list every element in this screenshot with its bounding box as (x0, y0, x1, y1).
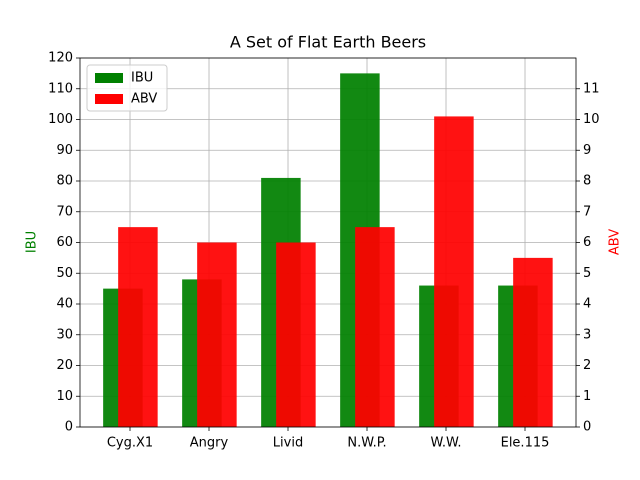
bar (276, 242, 316, 427)
y-tick-label: 100 (48, 112, 73, 127)
chart-title: A Set of Flat Earth Beers (230, 33, 426, 52)
x-tick-label: Angry (190, 436, 229, 451)
legend-swatch (95, 94, 123, 104)
y-tick-label: 80 (56, 174, 73, 189)
y-tick-label: 20 (56, 358, 73, 373)
y-axis-label: IBU (25, 231, 40, 253)
y2-tick-label: 2 (583, 358, 591, 373)
legend-swatch (95, 73, 123, 83)
plot-frame (79, 57, 577, 428)
y2-tick-label: 7 (583, 204, 591, 219)
y-tick-label: 120 (48, 51, 73, 66)
x-tick-label: Cyg.X1 (107, 436, 153, 451)
bar (434, 116, 474, 428)
y-tick-label: 110 (48, 81, 73, 96)
y-tick-label: 10 (56, 389, 73, 404)
y-tick-label: 0 (65, 420, 73, 435)
y-tick-label: 60 (56, 235, 73, 250)
y2-tick-label: 11 (583, 81, 600, 96)
bar (118, 227, 158, 427)
y2-tick-label: 6 (583, 235, 591, 250)
bar (197, 242, 237, 427)
legend-label: ABV (131, 92, 157, 107)
y2-tick-label: 1 (583, 389, 591, 404)
y-tick-label: 70 (56, 204, 73, 219)
y2-tick-label: 3 (583, 327, 591, 342)
y-tick-label: 30 (56, 327, 73, 342)
bars (103, 73, 553, 428)
y-tick-label: 90 (56, 143, 73, 158)
y-tick-label: 40 (56, 297, 73, 312)
y2-axis-label: ABV (608, 229, 623, 255)
x-tick-label: Ele.115 (501, 436, 550, 451)
x-tick-label: W.W. (431, 436, 462, 451)
x-tick-label: N.W.P. (347, 436, 386, 451)
y2-tick-label: 0 (583, 420, 591, 435)
y-tick-label: 50 (56, 266, 73, 281)
y2-tick-label: 4 (583, 297, 591, 312)
y2-tick-label: 9 (583, 143, 591, 158)
bar (513, 257, 553, 427)
x-tick-label: Livid (273, 436, 303, 451)
y2-tick-label: 10 (583, 112, 600, 127)
y2-tick-label: 5 (583, 266, 591, 281)
legend-label: IBU (131, 71, 153, 86)
y2-tick-label: 8 (583, 174, 591, 189)
bar (355, 227, 395, 427)
